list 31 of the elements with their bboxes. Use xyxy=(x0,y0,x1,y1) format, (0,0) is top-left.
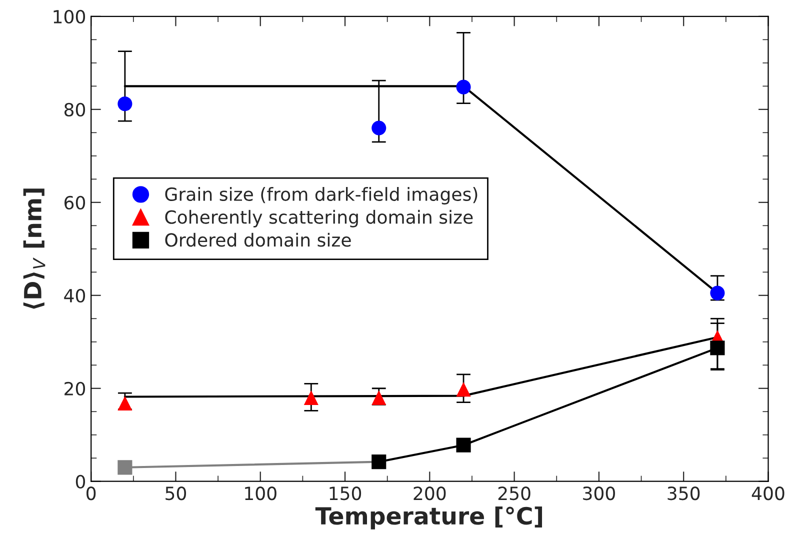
y-tick-label: 20 xyxy=(64,382,86,396)
point xyxy=(304,390,318,405)
point xyxy=(456,80,471,94)
legend-label: Ordered domain size xyxy=(165,232,351,247)
x-tick-label: 400 xyxy=(752,486,784,500)
legend-label: Coherently scattering domain size xyxy=(165,210,473,228)
x-tick-label: 100 xyxy=(245,486,276,500)
x-tick-label: 0 xyxy=(86,486,96,500)
point xyxy=(118,396,132,411)
y-tick-label: 80 xyxy=(64,102,86,117)
x-axis-title: Temperature [°C] xyxy=(315,506,542,530)
y-tick-label: 0 xyxy=(76,474,86,488)
x-tick-label: 200 xyxy=(414,486,446,500)
point xyxy=(710,286,725,300)
point xyxy=(456,382,471,397)
point xyxy=(372,454,386,470)
point xyxy=(118,96,132,112)
x-tick-label: 250 xyxy=(498,486,530,500)
point xyxy=(710,340,725,356)
x-tick-label: 50 xyxy=(166,486,186,500)
x-tick-label: 350 xyxy=(668,486,700,500)
y-tick-label: 40 xyxy=(64,288,86,302)
y-axis-title: ⟨D⟩$_{V}$ [nm] xyxy=(23,188,46,309)
x-tick-label: 300 xyxy=(583,486,615,500)
y-tick-label: 60 xyxy=(64,196,86,210)
legend-label: Grain size (from dark-field images) xyxy=(165,187,478,205)
y-tick-label: 100 xyxy=(54,10,86,24)
point xyxy=(118,460,132,475)
x-tick-label: 150 xyxy=(330,486,362,500)
point xyxy=(456,438,471,452)
point xyxy=(372,120,386,136)
